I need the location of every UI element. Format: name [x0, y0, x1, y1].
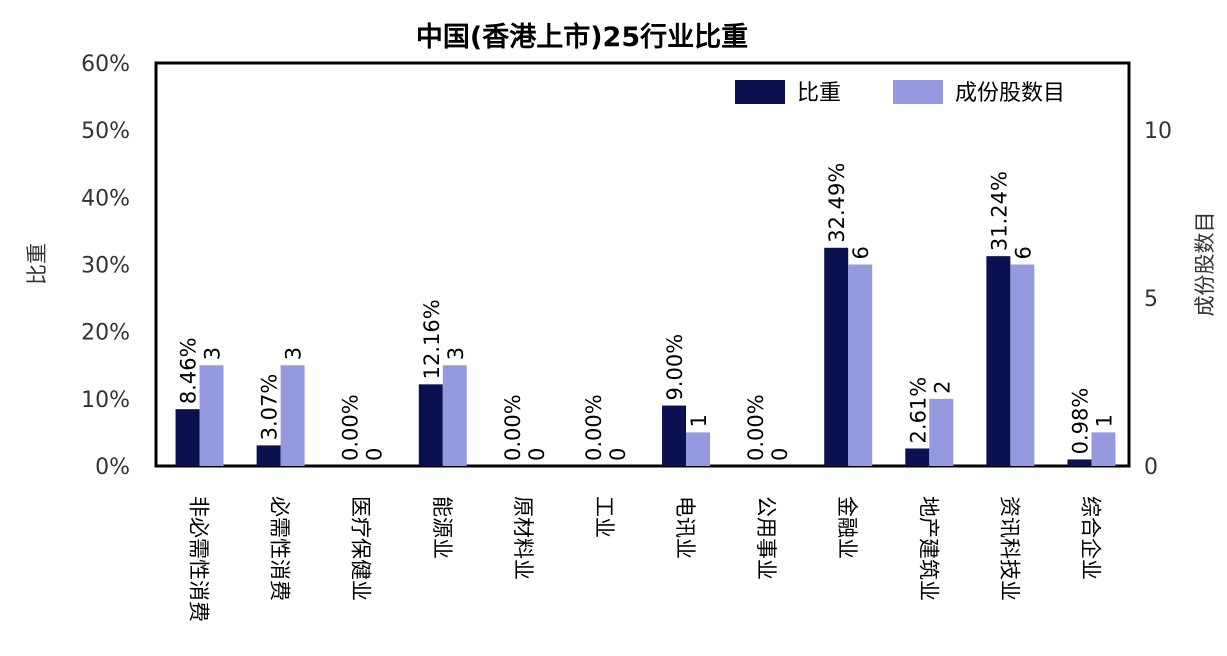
data-label-share: 0.00% — [744, 394, 768, 461]
data-label-count: 0 — [768, 448, 792, 461]
data-label-count: 6 — [849, 246, 873, 259]
data-label-count: 3 — [201, 347, 225, 360]
legend-label: 比重 — [797, 81, 841, 106]
bar-share — [418, 384, 443, 466]
x-tick-label: 非必需性消费 — [187, 496, 211, 622]
data-label-share: 8.46% — [177, 337, 201, 404]
y-tick-label: 40% — [81, 186, 130, 211]
data-label-share: 3.07% — [258, 374, 282, 441]
data-label-share: 0.98% — [1068, 388, 1092, 455]
x-tick-label: 地产建筑业 — [916, 496, 940, 601]
data-label-share: 0.00% — [339, 394, 363, 461]
x-tick-label: 综合企业 — [1078, 496, 1102, 580]
data-label-count: 3 — [282, 347, 306, 360]
legend-label: 成份股数目 — [955, 81, 1065, 106]
bar-constituent-count — [199, 365, 224, 466]
x-tick-label: 资讯科技业 — [997, 496, 1021, 601]
y-tick-label: 60% — [81, 52, 130, 77]
data-label-count: 0 — [606, 448, 630, 461]
y-tick-label: 20% — [81, 321, 130, 346]
bars — [175, 247, 1116, 466]
bar-share — [1067, 459, 1092, 466]
x-tick-label: 金融业 — [835, 496, 859, 559]
data-label-share: 32.49% — [825, 163, 849, 243]
chart-title: 中国(香港上市)25行业比重 — [416, 21, 748, 53]
bar-share — [662, 405, 687, 466]
data-label-count: 2 — [930, 380, 954, 393]
y-tick-label: 50% — [81, 119, 130, 144]
bar-share — [256, 445, 281, 466]
y2-axis-label: 成份股数目 — [1193, 212, 1217, 317]
legend: 比重 成份股数目 — [735, 80, 1065, 106]
y2-tick-label: 10 — [1144, 119, 1172, 144]
x-tick-label: 原材料业 — [511, 496, 535, 580]
x-tick-label: 电讯业 — [673, 496, 697, 559]
data-label-share: 0.00% — [501, 394, 525, 461]
x-tick-label: 医疗保健业 — [349, 496, 373, 601]
y2-tick-label: 5 — [1144, 287, 1158, 312]
x-tick-label: 必需性消费 — [268, 496, 292, 601]
data-label-share: 2.61% — [906, 377, 930, 444]
data-label-share: 0.00% — [582, 394, 606, 461]
bar-share — [986, 256, 1011, 466]
data-label-count: 1 — [1092, 414, 1116, 427]
data-label-share: 31.24% — [987, 171, 1011, 251]
y-tick-label: 10% — [81, 388, 130, 413]
data-label-share: 9.00% — [663, 334, 687, 401]
bar-constituent-count — [280, 365, 305, 466]
data-label-share: 12.16% — [420, 299, 444, 379]
bar-share — [824, 247, 849, 466]
bar-constituent-count — [848, 264, 873, 466]
bar-constituent-count — [929, 398, 954, 466]
data-label-count: 0 — [363, 448, 387, 461]
data-label-count: 3 — [444, 347, 468, 360]
bar-constituent-count — [1010, 264, 1035, 466]
data-labels: 8.46% 33.07%30.00% 012.16% 30.00% 0 0.00% 09.0… — [177, 163, 1117, 461]
legend-swatch — [893, 80, 943, 104]
y-axis-label: 比重 — [25, 243, 49, 285]
legend-swatch — [735, 80, 785, 104]
bar-share — [175, 409, 200, 466]
x-tick-label: 工业 — [592, 496, 616, 538]
y-tick-label: 0% — [95, 455, 130, 480]
data-label-count: 1 — [687, 414, 711, 427]
y-tick-label: 30% — [81, 254, 130, 279]
data-label-count: 6 — [1011, 246, 1035, 259]
x-tick-label: 能源业 — [430, 496, 454, 559]
bar-constituent-count — [442, 365, 467, 466]
bar-constituent-count — [686, 432, 711, 466]
x-tick-label: 公用事业 — [754, 496, 778, 580]
data-label-count: 0 — [525, 448, 549, 461]
y2-tick-label: 0 — [1144, 455, 1158, 480]
bar-share — [905, 448, 930, 466]
bar-constituent-count — [1091, 432, 1116, 466]
plot-frame — [154, 61, 1131, 468]
